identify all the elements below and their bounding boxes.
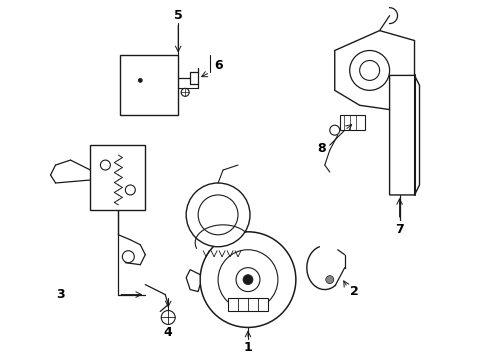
Circle shape bbox=[243, 275, 253, 285]
Circle shape bbox=[198, 195, 238, 235]
Circle shape bbox=[122, 251, 134, 263]
Bar bbox=[121, 55, 178, 115]
Text: 5: 5 bbox=[174, 9, 183, 22]
Text: 7: 7 bbox=[395, 223, 404, 236]
Circle shape bbox=[200, 232, 296, 328]
Circle shape bbox=[181, 88, 189, 96]
Bar bbox=[228, 298, 268, 311]
Circle shape bbox=[330, 125, 340, 135]
Polygon shape bbox=[91, 145, 145, 210]
Circle shape bbox=[326, 276, 334, 284]
Text: 6: 6 bbox=[214, 59, 222, 72]
Circle shape bbox=[236, 268, 260, 292]
Text: 2: 2 bbox=[350, 285, 359, 298]
Circle shape bbox=[360, 60, 380, 80]
Polygon shape bbox=[390, 75, 419, 195]
Circle shape bbox=[125, 185, 135, 195]
Polygon shape bbox=[335, 31, 415, 110]
Text: 3: 3 bbox=[56, 288, 65, 301]
Circle shape bbox=[100, 160, 110, 170]
Circle shape bbox=[350, 50, 390, 90]
Polygon shape bbox=[186, 270, 200, 292]
Circle shape bbox=[161, 310, 175, 324]
Text: 8: 8 bbox=[318, 141, 326, 155]
Circle shape bbox=[138, 78, 142, 82]
Text: 1: 1 bbox=[244, 341, 252, 354]
Circle shape bbox=[218, 250, 278, 310]
Text: 4: 4 bbox=[164, 326, 172, 339]
Circle shape bbox=[186, 183, 250, 247]
Bar bbox=[340, 115, 365, 130]
